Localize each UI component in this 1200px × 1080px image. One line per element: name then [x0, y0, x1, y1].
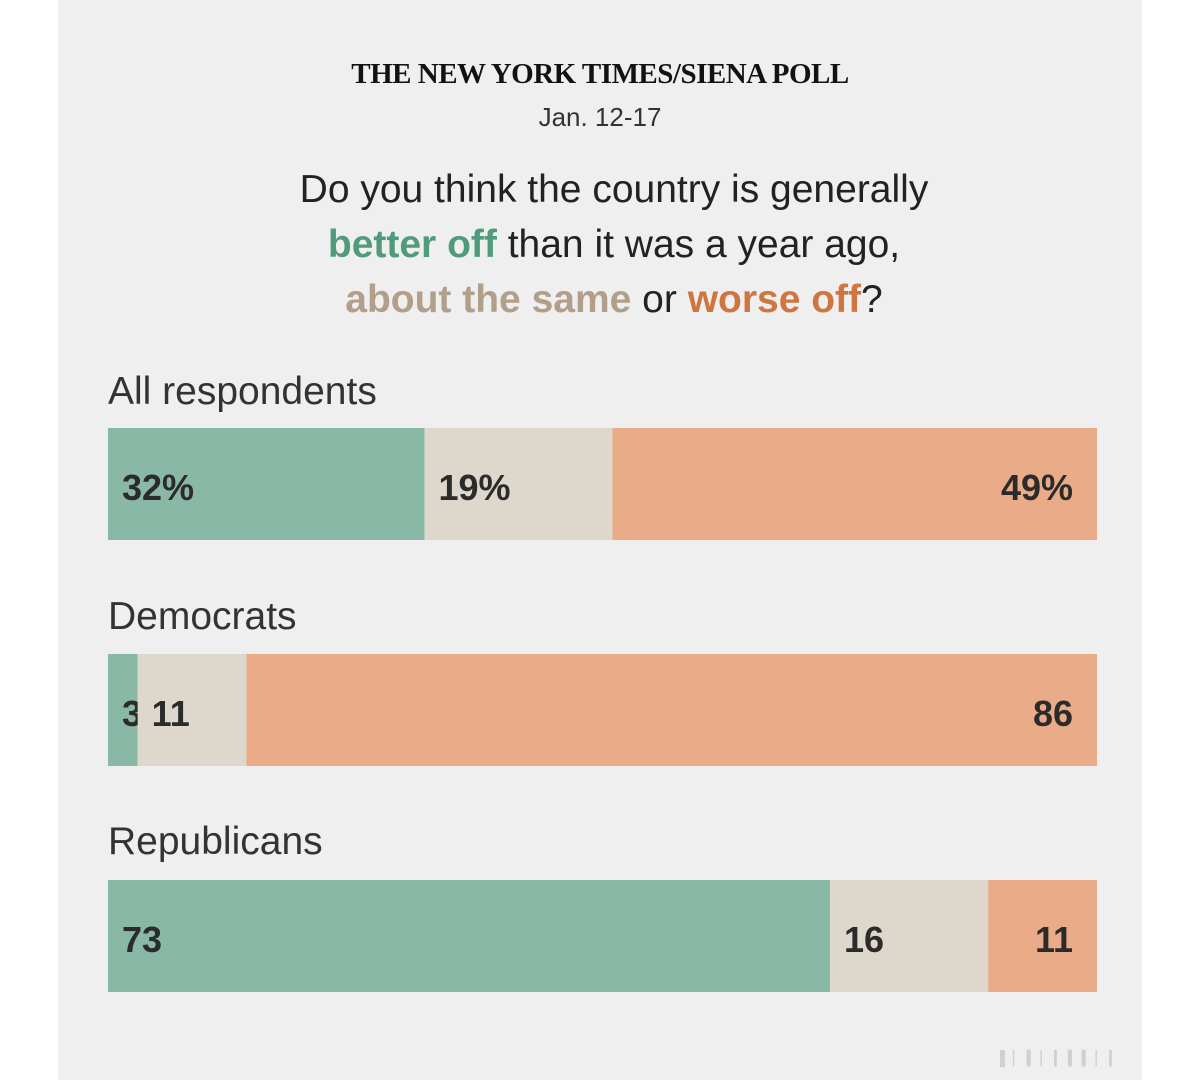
- bar-segment-all-respondents-better-off: [108, 428, 425, 540]
- question-or: or: [631, 278, 688, 321]
- question-line-3: about the same or worse off?: [0, 272, 1200, 327]
- group-label-republicans: Republicans: [108, 820, 323, 863]
- question-text: Do you think the country is generally be…: [0, 162, 1200, 327]
- legend-worse-off: worse off: [687, 278, 862, 321]
- data-label-democrats-better-off: 3: [122, 693, 142, 734]
- group-label-all-respondents: All respondents: [108, 370, 377, 413]
- bar-segment-democrats-worse-off: [246, 654, 1097, 766]
- bar-segment-republicans-better-off: [108, 880, 830, 992]
- watermark: ▌▏▍▏▎▍▍▏▎: [1000, 1050, 1124, 1066]
- question-mark: ?: [861, 278, 883, 321]
- bar-republicans: 73 16 11: [108, 880, 1097, 992]
- question-line-1: Do you think the country is generally: [299, 168, 929, 211]
- legend-about-the-same: about the same: [345, 278, 632, 321]
- data-label-republicans-better-off: 73: [122, 919, 162, 960]
- question-line-2: better off than it was a year ago,: [0, 217, 1200, 272]
- data-label-democrats-worse-off: 86: [1033, 693, 1073, 734]
- data-label-democrats-about-the-same: 11: [152, 693, 190, 734]
- bar-segment-republicans-about-the-same: [829, 880, 989, 992]
- data-label-all-respondents-better-off: 32%: [122, 467, 194, 508]
- poll-date: Jan. 12-17: [538, 102, 662, 132]
- bar-democrats: 3 11 86: [108, 654, 1097, 766]
- bar-all-respondents: 32% 19% 49%: [108, 428, 1097, 540]
- bar-segment-democrats-better-off: [108, 654, 138, 766]
- poll-source-title: THE NEW YORK TIMES/SIENA POLL: [351, 58, 849, 90]
- data-label-all-respondents-about-the-same: 19%: [438, 467, 510, 508]
- data-label-republicans-about-the-same: 16: [844, 919, 884, 960]
- group-label-democrats: Democrats: [108, 595, 297, 638]
- data-label-republicans-worse-off: 11: [1035, 919, 1073, 960]
- bar-segment-all-respondents-about-the-same: [424, 428, 613, 540]
- bar-segment-democrats-about-the-same: [137, 654, 247, 766]
- bar-segment-republicans-worse-off: [988, 880, 1097, 992]
- bar-segment-all-respondents-worse-off: [612, 428, 1097, 540]
- question-line-2-rest: than it was a year ago,: [496, 223, 901, 266]
- legend-better-off: better off: [327, 223, 497, 266]
- data-label-all-respondents-worse-off: 49%: [1001, 467, 1073, 508]
